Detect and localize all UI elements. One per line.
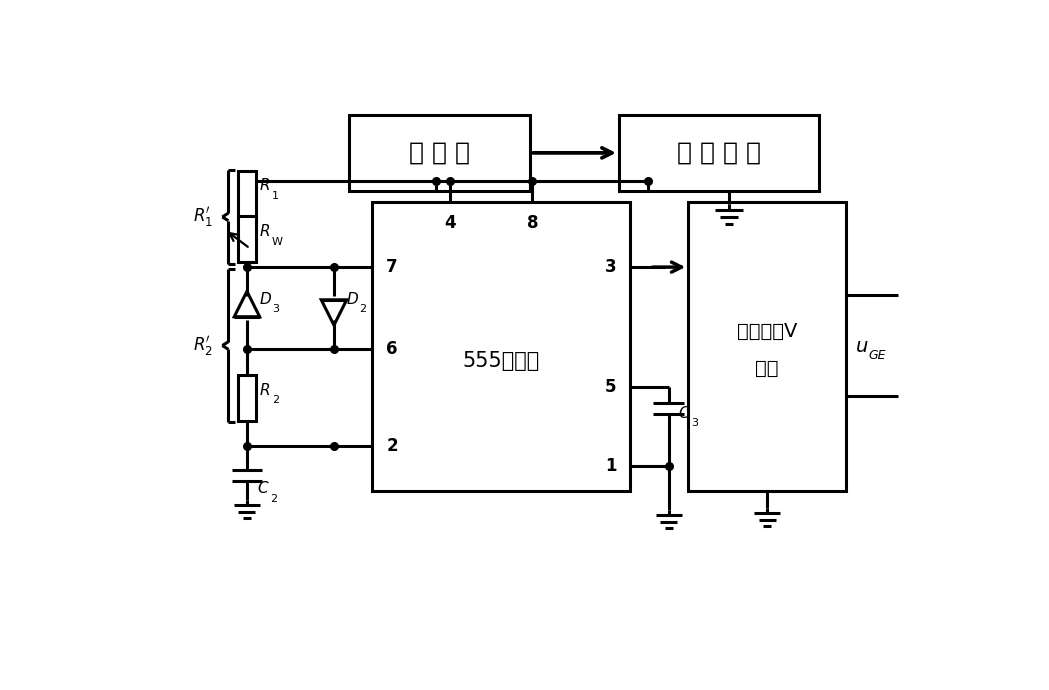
Text: C: C	[257, 481, 267, 496]
Text: 3: 3	[691, 418, 698, 428]
Text: R: R	[259, 224, 270, 239]
Text: 2: 2	[386, 437, 398, 455]
Text: 2: 2	[359, 304, 366, 314]
Text: $R_1'$: $R_1'$	[193, 205, 213, 229]
Bar	[238, 172, 256, 217]
Text: 555定时器: 555定时器	[463, 351, 540, 371]
Bar	[238, 375, 256, 421]
Text: 3: 3	[272, 304, 279, 314]
Text: 1: 1	[605, 457, 617, 475]
Text: 7: 7	[386, 258, 398, 276]
Bar	[619, 115, 819, 190]
Text: 4: 4	[444, 215, 455, 233]
Text: C: C	[678, 406, 689, 421]
Text: 2: 2	[272, 395, 279, 405]
Text: R: R	[259, 382, 270, 397]
Text: 充 电 器: 充 电 器	[409, 141, 470, 165]
Text: 直 流 电 源: 直 流 电 源	[677, 141, 761, 165]
Text: u: u	[856, 337, 869, 356]
Text: 6: 6	[386, 340, 398, 358]
Text: 开关器件V: 开关器件V	[736, 322, 797, 341]
Text: $R_2'$: $R_2'$	[193, 333, 213, 357]
Text: 驱动: 驱动	[755, 359, 778, 377]
Text: GE: GE	[869, 349, 885, 362]
Text: 5: 5	[605, 378, 617, 396]
Text: 2: 2	[270, 493, 277, 504]
Bar	[372, 202, 630, 491]
Text: W: W	[272, 237, 283, 247]
Bar	[238, 216, 256, 262]
Text: D: D	[346, 292, 358, 306]
Text: 1: 1	[272, 190, 279, 201]
Text: 3: 3	[605, 258, 617, 276]
Text: 8: 8	[527, 215, 538, 233]
Text: R: R	[259, 178, 270, 193]
Bar	[688, 202, 845, 491]
Bar	[349, 115, 531, 190]
Text: D: D	[259, 292, 271, 306]
